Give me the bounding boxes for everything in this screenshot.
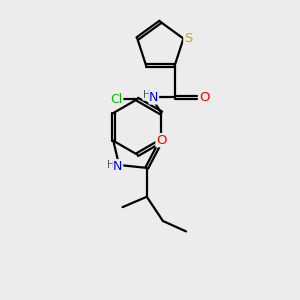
Text: O: O bbox=[156, 134, 166, 147]
Text: H: H bbox=[143, 90, 151, 100]
Text: O: O bbox=[199, 91, 209, 104]
Text: S: S bbox=[184, 32, 192, 45]
Text: H: H bbox=[106, 160, 114, 170]
Text: N: N bbox=[113, 160, 123, 173]
Text: N: N bbox=[149, 91, 158, 104]
Text: Cl: Cl bbox=[110, 93, 123, 106]
